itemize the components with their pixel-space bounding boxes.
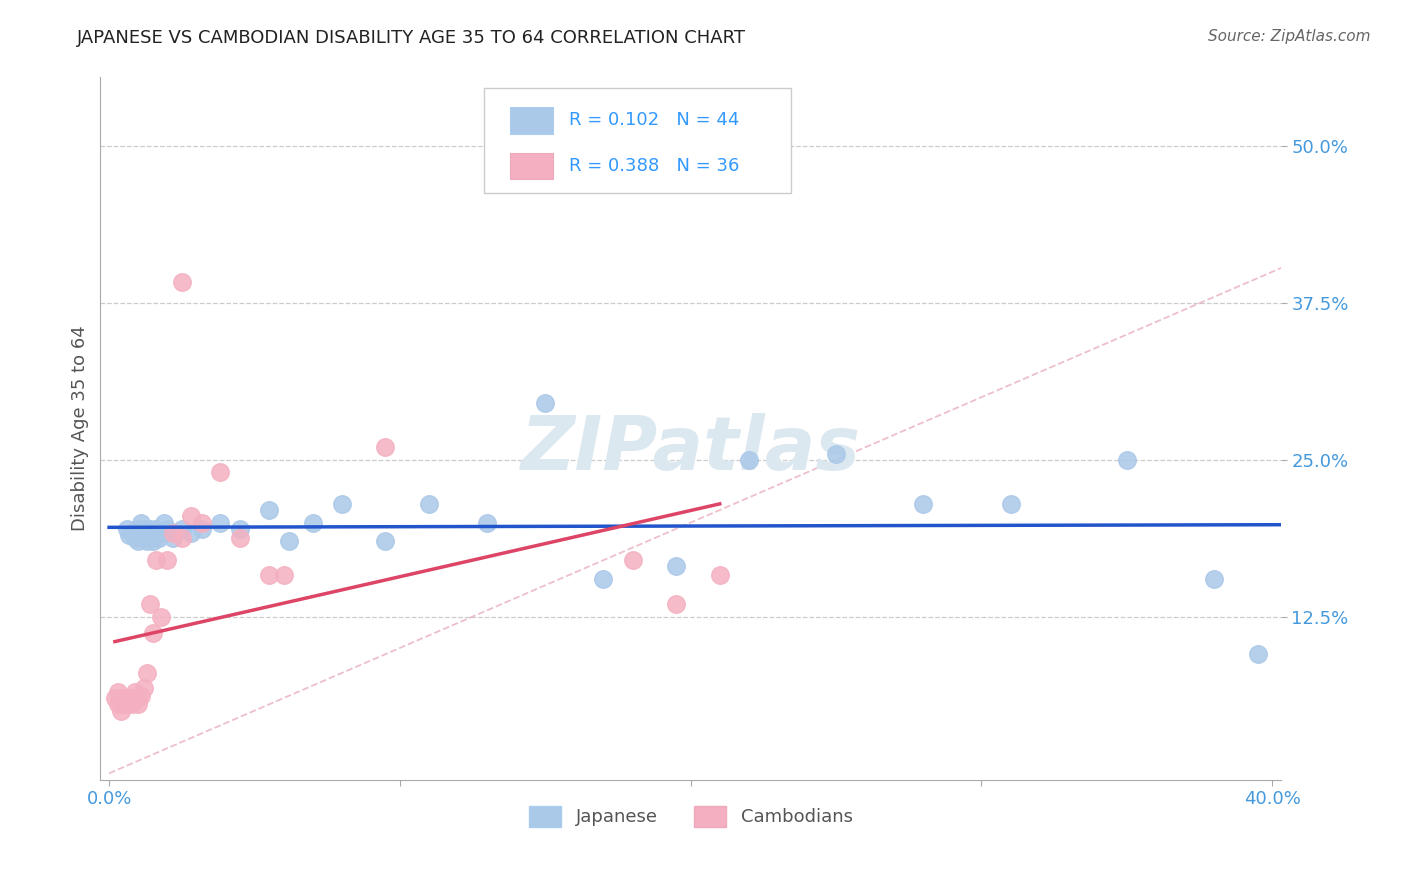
Text: R = 0.388   N = 36: R = 0.388 N = 36 bbox=[569, 157, 740, 175]
Point bbox=[118, 691, 141, 706]
Point bbox=[162, 531, 184, 545]
Point bbox=[330, 497, 353, 511]
Point bbox=[129, 516, 152, 530]
Point bbox=[121, 525, 143, 540]
Point bbox=[273, 568, 295, 582]
Point bbox=[825, 447, 848, 461]
Point bbox=[257, 503, 280, 517]
Point bbox=[374, 534, 396, 549]
Point bbox=[132, 522, 155, 536]
Point bbox=[115, 698, 138, 712]
Point bbox=[170, 522, 193, 536]
Point bbox=[418, 497, 440, 511]
Point bbox=[229, 522, 252, 536]
Point bbox=[132, 681, 155, 695]
Point bbox=[145, 553, 167, 567]
Point bbox=[112, 698, 135, 712]
Point bbox=[534, 396, 557, 410]
Point bbox=[301, 516, 323, 530]
Point bbox=[135, 666, 157, 681]
Point bbox=[112, 691, 135, 706]
Point bbox=[179, 509, 201, 524]
Point bbox=[104, 691, 127, 706]
Point bbox=[145, 522, 167, 536]
Point bbox=[738, 453, 761, 467]
Legend: Japanese, Cambodians: Japanese, Cambodians bbox=[522, 798, 860, 834]
Point bbox=[229, 531, 252, 545]
Point bbox=[121, 691, 143, 706]
Y-axis label: Disability Age 35 to 64: Disability Age 35 to 64 bbox=[72, 326, 89, 532]
Bar bbox=[510, 153, 553, 179]
Text: Source: ZipAtlas.com: Source: ZipAtlas.com bbox=[1208, 29, 1371, 44]
Point bbox=[132, 531, 155, 545]
Point bbox=[129, 525, 152, 540]
Point bbox=[139, 597, 162, 611]
Text: JAPANESE VS CAMBODIAN DISABILITY AGE 35 TO 64 CORRELATION CHART: JAPANESE VS CAMBODIAN DISABILITY AGE 35 … bbox=[77, 29, 747, 46]
Point bbox=[475, 516, 498, 530]
Point bbox=[107, 698, 129, 712]
Point bbox=[1247, 647, 1270, 661]
Point bbox=[124, 691, 146, 706]
Point bbox=[665, 559, 688, 574]
Point bbox=[665, 597, 688, 611]
Point bbox=[191, 516, 214, 530]
Point bbox=[153, 516, 176, 530]
Point bbox=[129, 689, 152, 703]
Point bbox=[139, 531, 162, 545]
Point bbox=[912, 497, 935, 511]
Point bbox=[162, 525, 184, 540]
Point bbox=[115, 691, 138, 706]
Point bbox=[709, 568, 731, 582]
Point bbox=[115, 522, 138, 536]
Point bbox=[127, 691, 149, 706]
Point bbox=[118, 528, 141, 542]
Text: ZIPatlas: ZIPatlas bbox=[520, 413, 860, 486]
Bar bbox=[510, 107, 553, 134]
Point bbox=[118, 693, 141, 707]
Point bbox=[278, 534, 301, 549]
Point bbox=[156, 553, 179, 567]
Point bbox=[257, 568, 280, 582]
Point bbox=[135, 534, 157, 549]
Point bbox=[107, 685, 129, 699]
Point bbox=[1204, 572, 1226, 586]
Point bbox=[142, 626, 165, 640]
Point bbox=[124, 531, 146, 545]
Point bbox=[142, 525, 165, 540]
Point bbox=[127, 534, 149, 549]
Point bbox=[191, 522, 214, 536]
Point bbox=[621, 553, 644, 567]
Point bbox=[127, 698, 149, 712]
Point bbox=[156, 522, 179, 536]
Point bbox=[121, 698, 143, 712]
Point bbox=[208, 516, 231, 530]
Point bbox=[124, 685, 146, 699]
Point bbox=[170, 531, 193, 545]
Point bbox=[1115, 453, 1137, 467]
Point bbox=[374, 440, 396, 454]
Point bbox=[150, 525, 173, 540]
FancyBboxPatch shape bbox=[484, 88, 792, 194]
Point bbox=[142, 534, 165, 549]
Point bbox=[170, 275, 193, 289]
Point bbox=[148, 531, 170, 545]
Text: R = 0.102   N = 44: R = 0.102 N = 44 bbox=[569, 112, 740, 129]
Point bbox=[179, 525, 201, 540]
Point bbox=[139, 522, 162, 536]
Point bbox=[150, 609, 173, 624]
Point bbox=[592, 572, 614, 586]
Point bbox=[127, 522, 149, 536]
Point bbox=[110, 704, 132, 718]
Point bbox=[208, 466, 231, 480]
Point bbox=[1000, 497, 1022, 511]
Point bbox=[135, 525, 157, 540]
